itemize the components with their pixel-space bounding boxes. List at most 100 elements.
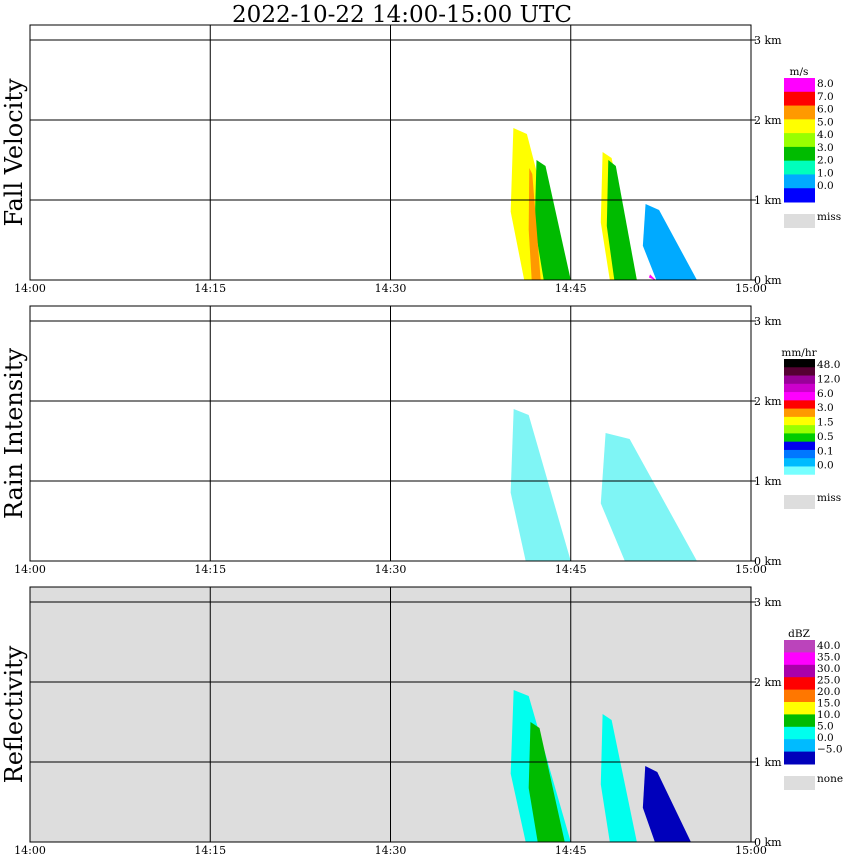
colorbar-label-2: 30.0 bbox=[817, 663, 840, 675]
colorbar-swatch-6 bbox=[784, 160, 815, 175]
colorbar-swatch-5 bbox=[784, 146, 815, 162]
colorbar-label-0: 40.0 bbox=[817, 640, 840, 652]
colorbar-swatch-0 bbox=[784, 78, 815, 93]
colorbar-missing-label: miss bbox=[817, 492, 841, 504]
y-tick-label-0: 0 km bbox=[754, 274, 782, 287]
colorbar-unit: m/s bbox=[790, 66, 809, 78]
x-tick-label-4: 15:00 bbox=[735, 844, 767, 857]
colorbar-swatch-3 bbox=[784, 119, 815, 134]
x-tick-label-1: 14:15 bbox=[194, 282, 226, 295]
x-tick-label-2: 14:30 bbox=[375, 282, 407, 295]
colorbar-label-7: 1.0 bbox=[817, 167, 834, 179]
x-tick-label-4: 15:00 bbox=[735, 563, 767, 576]
colorbar-missing-swatch bbox=[784, 214, 815, 228]
x-tick-label-2: 14:30 bbox=[375, 844, 407, 857]
y-tick-label-0: 0 km bbox=[754, 836, 782, 849]
x-tick-label-0: 14:00 bbox=[14, 844, 46, 857]
panels-group: 0 km 1 km 2 km 3 km 14:00 14:15 14:30 14:45 15:0… bbox=[0, 24, 843, 857]
colorbar-swatch-5 bbox=[784, 702, 815, 715]
colorbar-swatch-2 bbox=[784, 664, 815, 678]
echo-cell-1 bbox=[600, 433, 697, 561]
colorbar-label-8: 0.0 bbox=[817, 180, 834, 192]
colorbar-label-7: 5.0 bbox=[817, 721, 834, 733]
y-tick-label-3: 3 km bbox=[754, 315, 782, 328]
echo-cell-2 bbox=[600, 714, 637, 842]
y-tick-label-1: 1 km bbox=[754, 475, 782, 488]
colorbar-swatch-1 bbox=[784, 652, 815, 666]
colorbar-label-6: 2.0 bbox=[817, 155, 834, 167]
panel-0: 0 km 1 km 2 km 3 km 14:00 14:15 14:30 14:45 15:0… bbox=[0, 24, 841, 295]
colorbar-label-7: 0.0 bbox=[817, 460, 834, 472]
colorbar-swatch-7 bbox=[784, 174, 815, 189]
colorbar-missing-label: miss bbox=[817, 211, 841, 223]
colorbar-unit: dBZ bbox=[788, 628, 810, 640]
colorbar-swatch-10 bbox=[784, 441, 815, 451]
colorbar-label-1: 35.0 bbox=[817, 652, 840, 664]
figure-title: 2022-10-22 14:00-15:00 UTC bbox=[232, 2, 572, 28]
colorbar-swatch-4 bbox=[784, 133, 815, 148]
colorbar-swatch-13 bbox=[784, 466, 815, 476]
colorbar-label-0: 8.0 bbox=[817, 78, 834, 90]
echo-cell-3 bbox=[642, 766, 691, 842]
colorbar-label-4: 4.0 bbox=[817, 129, 834, 141]
x-tick-label-2: 14:30 bbox=[375, 563, 407, 576]
echo-cell-0 bbox=[510, 409, 571, 561]
panel-label: Reflectivity bbox=[0, 645, 28, 783]
panel-2: 0 km 1 km 2 km 3 km 14:00 14:15 14:30 14:45 15:0… bbox=[0, 586, 843, 857]
colorbar-swatch-1 bbox=[784, 91, 815, 107]
colorbar-swatch-5 bbox=[784, 400, 815, 410]
panel-label: Rain Intensity bbox=[0, 348, 28, 520]
panel-label: Fall Velocity bbox=[0, 78, 28, 227]
colorbar-swatch-8 bbox=[784, 188, 815, 203]
echo-cell-5 bbox=[642, 204, 697, 280]
colorbar-label-5: 15.0 bbox=[817, 698, 840, 710]
colorbar-label-9: −5.0 bbox=[817, 744, 843, 756]
colorbar-swatch-3 bbox=[784, 383, 815, 393]
x-tick-label-1: 14:15 bbox=[194, 563, 226, 576]
colorbar-swatch-1 bbox=[784, 367, 815, 377]
y-tick-label-2: 2 km bbox=[754, 395, 782, 408]
colorbar-swatch-6 bbox=[784, 714, 815, 728]
colorbar-swatch-14 bbox=[784, 474, 815, 484]
colorbar-label-0: 48.0 bbox=[817, 359, 840, 371]
x-tick-label-3: 14:45 bbox=[555, 282, 587, 295]
colorbar-swatch-2 bbox=[784, 375, 815, 385]
colorbar-label-1: 12.0 bbox=[817, 373, 840, 385]
colorbar-label-6: 0.1 bbox=[817, 445, 834, 457]
colorbar-missing-swatch bbox=[784, 495, 815, 509]
echo-cell-4 bbox=[606, 160, 637, 280]
x-tick-label-0: 14:00 bbox=[14, 563, 46, 576]
x-tick-label-1: 14:15 bbox=[194, 844, 226, 857]
x-tick-label-0: 14:00 bbox=[14, 282, 46, 295]
y-tick-label-1: 1 km bbox=[754, 756, 782, 769]
colorbar-label-8: 0.0 bbox=[817, 732, 834, 744]
colorbar-swatch-12 bbox=[784, 458, 815, 467]
y-tick-label-0: 0 km bbox=[754, 555, 782, 568]
colorbar-unit: mm/hr bbox=[781, 347, 817, 359]
colorbar-label-6: 10.0 bbox=[817, 709, 840, 721]
colorbar-swatch-9 bbox=[784, 751, 815, 765]
colorbar-swatch-9 bbox=[784, 433, 815, 443]
colorbar-label-3: 3.0 bbox=[817, 402, 834, 414]
colorbar-swatch-8 bbox=[784, 425, 815, 434]
colorbar-label-4: 20.0 bbox=[817, 686, 840, 698]
y-tick-label-3: 3 km bbox=[754, 34, 782, 47]
x-tick-label-3: 14:45 bbox=[555, 844, 587, 857]
colorbar-swatch-7 bbox=[784, 726, 815, 740]
y-tick-label-2: 2 km bbox=[754, 676, 782, 689]
colorbar-label-2: 6.0 bbox=[817, 104, 834, 116]
colorbar-swatch-2 bbox=[784, 105, 815, 120]
colorbar-swatch-6 bbox=[784, 408, 815, 418]
colorbar-label-3: 5.0 bbox=[817, 116, 834, 128]
x-tick-label-3: 14:45 bbox=[555, 563, 587, 576]
echo-cell-1 bbox=[528, 722, 565, 842]
colorbar-missing-label: none bbox=[817, 773, 843, 785]
colorbar-missing-swatch bbox=[784, 776, 815, 790]
x-tick-label-4: 15:00 bbox=[735, 282, 767, 295]
echo-cell-1 bbox=[534, 160, 571, 280]
colorbar-swatch-3 bbox=[784, 677, 815, 691]
colorbar-swatch-11 bbox=[784, 449, 815, 459]
y-tick-label-1: 1 km bbox=[754, 194, 782, 207]
colorbar-label-3: 25.0 bbox=[817, 675, 840, 687]
